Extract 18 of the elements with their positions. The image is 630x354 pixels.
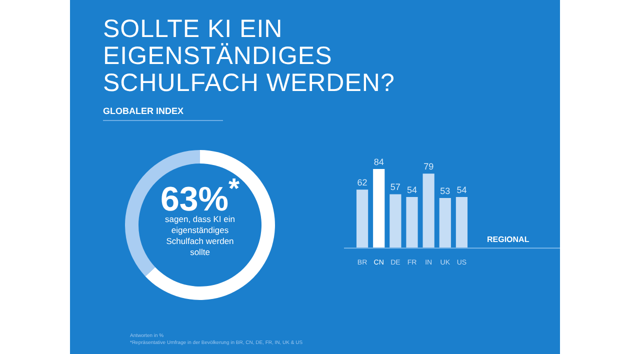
bar	[422, 174, 434, 248]
chart-title: SOLLTE KI EIN EIGENSTÄNDIGES SCHULFACH WERDEN?	[103, 15, 396, 97]
data-label: 54	[456, 185, 467, 196]
text: REGIONAL	[487, 235, 530, 244]
chart-subtitle: GLOBALER INDEX	[103, 106, 223, 121]
bar	[439, 198, 451, 248]
bar	[373, 168, 385, 248]
bar	[406, 197, 418, 248]
data-label: 53	[440, 186, 450, 196]
data-label: 62	[357, 178, 368, 188]
bar	[390, 194, 402, 248]
text: sagen, dass KI ein eigenständiges Schulfach werden sollte	[164, 214, 236, 258]
data-label: 79	[424, 162, 434, 172]
data-label: 57	[390, 182, 400, 192]
bar	[456, 197, 468, 248]
bar	[356, 190, 368, 248]
data-label: 84	[374, 156, 384, 167]
data-label: 54	[406, 185, 418, 196]
